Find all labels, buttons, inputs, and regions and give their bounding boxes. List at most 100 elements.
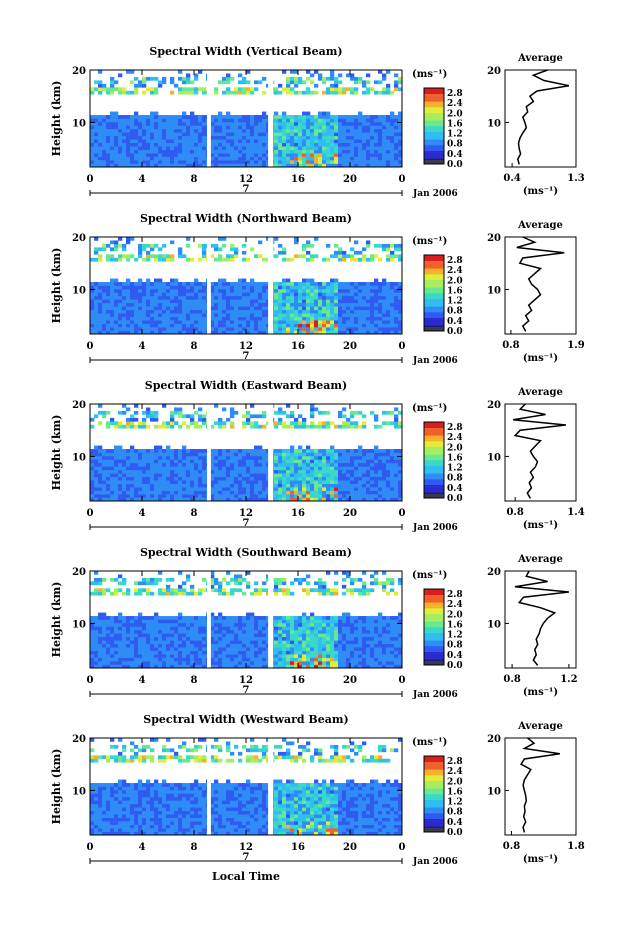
heatmap-cell <box>98 491 102 495</box>
heatmap-cell <box>158 160 162 164</box>
heatmap-cell <box>174 129 178 133</box>
heatmap-cell <box>190 647 194 651</box>
heatmap-cell <box>314 282 318 286</box>
heatmap-cell <box>194 456 198 460</box>
heatmap-cell <box>278 115 282 119</box>
heatmap-cell <box>294 459 298 463</box>
heatmap-cell <box>282 470 286 474</box>
heatmap-cell <box>362 160 366 164</box>
heatmap-cell <box>386 157 390 161</box>
heatmap-cell <box>302 491 306 495</box>
heatmap-cell <box>338 414 342 418</box>
heatmap-cell <box>134 640 138 644</box>
heatmap-cell <box>238 129 242 133</box>
heatmap-cell <box>378 487 382 491</box>
heatmap-cell <box>126 237 130 241</box>
heatmap-cell <box>314 139 318 143</box>
colorbar-segment <box>424 481 444 483</box>
heatmap-cell <box>246 473 250 477</box>
heatmap-cell <box>386 132 390 136</box>
colorbar-segment <box>424 312 444 314</box>
heatmap-cell <box>186 459 190 463</box>
heatmap-cell <box>90 620 94 624</box>
heatmap-cell <box>114 289 118 293</box>
heatmap-cell <box>154 132 158 136</box>
profile-y-tick-label: 20 <box>487 66 501 77</box>
heatmap-cell <box>158 327 162 331</box>
heatmap-cell <box>162 494 166 498</box>
heatmap-cell <box>346 299 350 303</box>
heatmap-cell <box>178 470 182 474</box>
heatmap-cell <box>186 132 190 136</box>
heatmap-cell <box>282 150 286 154</box>
heatmap-cell <box>370 411 374 415</box>
heatmap-cell <box>366 91 370 95</box>
colorbar-segment <box>424 471 444 473</box>
heatmap-cell <box>146 623 150 627</box>
heatmap-cell <box>98 292 102 296</box>
heatmap-cell <box>154 477 158 481</box>
heatmap-cell <box>330 459 334 463</box>
heatmap-cell <box>382 466 386 470</box>
heatmap-cell <box>254 115 258 119</box>
heatmap-cell <box>238 473 242 477</box>
heatmap-cell <box>226 299 230 303</box>
heatmap-cell <box>154 633 158 637</box>
heatmap-cell <box>138 292 142 296</box>
heatmap-cell <box>238 125 242 129</box>
heatmap-cell <box>342 129 346 133</box>
colorbar-segment <box>424 101 444 103</box>
heatmap-cell <box>194 313 198 317</box>
heatmap-cell <box>246 125 250 129</box>
heatmap-cell <box>362 157 366 161</box>
colorbar-segment <box>424 303 444 305</box>
heatmap-cell <box>194 466 198 470</box>
heatmap-cell <box>286 320 290 324</box>
heatmap-cell <box>178 286 182 290</box>
heatmap-cell <box>366 313 370 317</box>
heatmap-cell <box>310 470 314 474</box>
heatmap-cell <box>330 463 334 467</box>
heatmap-cell <box>394 414 398 418</box>
heatmap-cell <box>302 139 306 143</box>
heatmap-cell <box>258 449 262 453</box>
heatmap-cell <box>214 258 218 262</box>
heatmap-cell <box>314 157 318 161</box>
heatmap-cell <box>390 463 394 467</box>
heatmap-cell <box>334 129 338 133</box>
heatmap-cell <box>250 414 254 418</box>
heatmap-cell <box>134 404 138 408</box>
heatmap-cell <box>214 160 218 164</box>
heatmap-cell <box>366 320 370 324</box>
heatmap-cell <box>110 658 114 662</box>
colorbar-segment <box>424 477 444 479</box>
heatmap-cell <box>186 661 190 665</box>
heatmap-cell <box>190 112 194 116</box>
heatmap-cell <box>342 282 346 286</box>
heatmap-cell <box>346 87 350 91</box>
heatmap-cell <box>94 592 98 596</box>
colorbar-segment <box>424 117 444 119</box>
heatmap-cell <box>238 449 242 453</box>
heatmap-cell <box>182 153 186 157</box>
heatmap-cell <box>198 324 202 328</box>
heatmap-cell <box>194 630 198 634</box>
heatmap-cell <box>150 313 154 317</box>
heatmap-cell <box>110 456 114 460</box>
heatmap-cell <box>342 146 346 150</box>
heatmap-cell <box>154 125 158 129</box>
heatmap-cell <box>94 299 98 303</box>
heatmap-cell <box>94 494 98 498</box>
heatmap-cell <box>122 466 126 470</box>
heatmap-cell <box>122 150 126 154</box>
heatmap-cell <box>318 491 322 495</box>
heatmap-cell <box>134 633 138 637</box>
heatmap-cell <box>94 491 98 495</box>
heatmap-cell <box>330 484 334 488</box>
heatmap-cell <box>278 324 282 328</box>
heatmap-cell <box>250 150 254 154</box>
heatmap-cell <box>278 494 282 498</box>
heatmap-cell <box>234 303 238 307</box>
heatmap-cell <box>90 143 94 147</box>
heatmap-cell <box>262 480 266 484</box>
